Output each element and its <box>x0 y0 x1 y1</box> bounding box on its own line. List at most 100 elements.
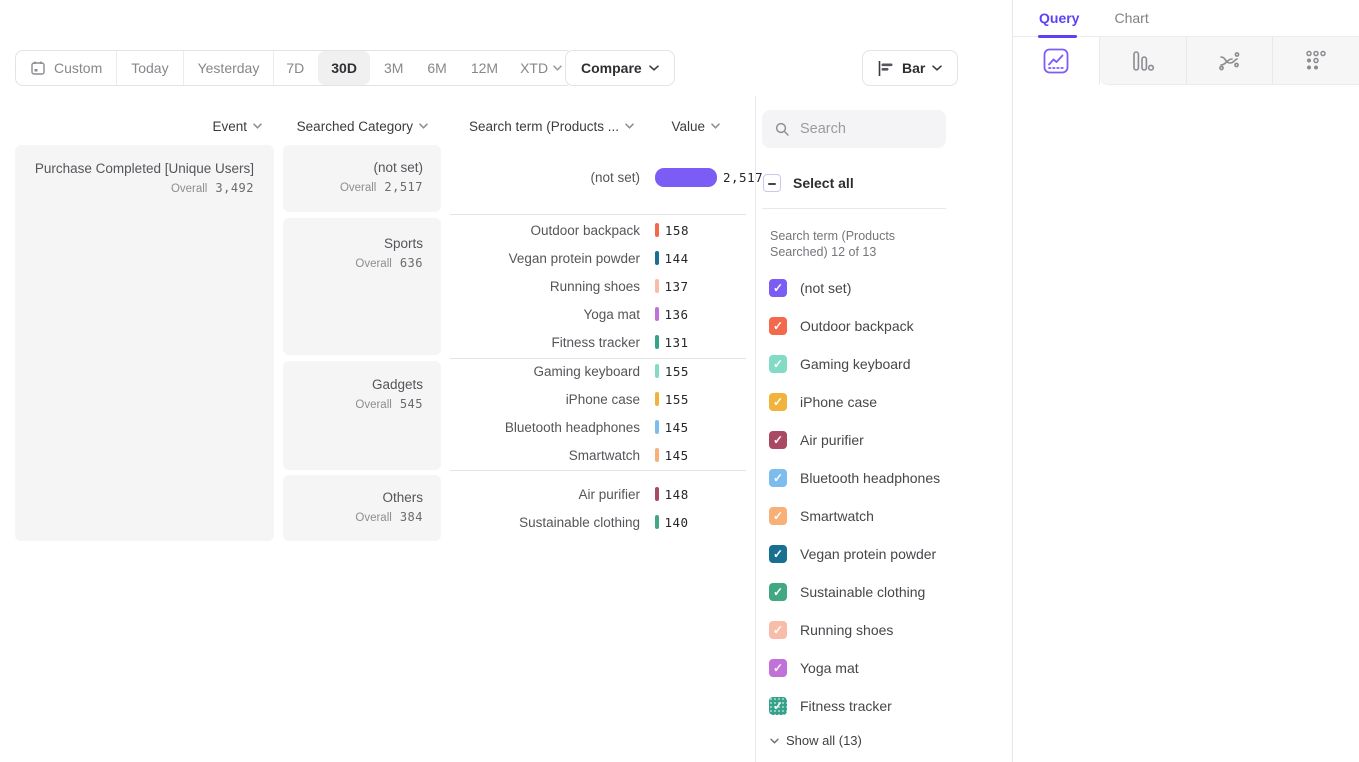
report-type-tabs <box>1013 37 1359 85</box>
legend-item[interactable]: Sustainable clothing <box>769 573 999 611</box>
bar-segment[interactable] <box>655 279 659 293</box>
event-cell: Purchase Completed [Unique Users] Overal… <box>15 145 274 541</box>
bar-row: Smartwatch 145 <box>568 447 689 463</box>
bar-segment[interactable] <box>655 335 659 349</box>
tab-funnels-report[interactable] <box>1099 37 1187 85</box>
legend-item[interactable]: Outdoor backpack <box>769 307 999 345</box>
select-all-row[interactable]: Select all <box>763 174 854 192</box>
query-panel-tabs: Query Chart <box>1013 0 1359 38</box>
legend-item[interactable]: Fitness tracker <box>769 687 999 725</box>
calendar-icon <box>30 60 46 76</box>
group-separator <box>450 470 746 471</box>
bar-segment[interactable] <box>655 487 659 501</box>
bar-segment[interactable] <box>655 307 659 321</box>
legend-item[interactable]: iPhone case <box>769 383 999 421</box>
query-panel: Query Chart <box>1012 0 1359 762</box>
divider <box>182 51 184 85</box>
legend-checkbox[interactable] <box>769 279 787 297</box>
column-header-event[interactable]: Event <box>182 117 262 135</box>
legend-item[interactable]: Gaming keyboard <box>769 345 999 383</box>
bar-segment[interactable] <box>655 223 659 237</box>
legend-checkbox[interactable] <box>769 697 787 715</box>
chart-type-button[interactable]: Bar <box>862 50 959 86</box>
bar-segment[interactable] <box>655 364 659 378</box>
chevron-down-icon <box>932 65 943 71</box>
select-all-checkbox[interactable] <box>763 174 781 192</box>
legend-caption: Search term (Products Searched) 12 of 13 <box>770 229 896 259</box>
legend-search-input[interactable]: Search <box>762 110 946 148</box>
legend-item[interactable]: Yoga mat <box>769 649 999 687</box>
tab-retention-report[interactable] <box>1273 37 1359 85</box>
legend-checkbox[interactable] <box>769 317 787 335</box>
legend-divider <box>755 96 756 762</box>
chevron-down-icon <box>770 738 779 744</box>
bar-row: Yoga mat 136 <box>583 306 689 322</box>
chevron-down-icon <box>253 123 262 129</box>
legend-item[interactable]: Bluetooth headphones <box>769 459 999 497</box>
chevron-down-icon <box>711 123 720 129</box>
legend-checkbox[interactable] <box>769 355 787 373</box>
legend-checkbox[interactable] <box>769 507 787 525</box>
date-range-today[interactable]: Today <box>131 60 169 76</box>
tab-query[interactable]: Query <box>1039 10 1080 26</box>
legend-checkbox[interactable] <box>769 431 787 449</box>
date-range-6m[interactable]: 6M <box>427 60 447 76</box>
bar-segment[interactable] <box>655 448 659 462</box>
date-range-7d[interactable]: 7D <box>286 60 305 76</box>
date-range-label: Custom <box>54 60 103 76</box>
bar-segment[interactable] <box>655 515 659 529</box>
tab-chart[interactable]: Chart <box>1114 10 1149 26</box>
legend-checkbox[interactable] <box>769 545 787 563</box>
flows-icon <box>1217 49 1241 73</box>
column-header-search-term[interactable]: Search term (Products ... <box>456 117 634 135</box>
bar-chart-icon <box>878 60 895 76</box>
chevron-down-icon <box>553 65 562 71</box>
legend-checkbox[interactable] <box>769 659 787 677</box>
retention-dots-icon <box>1304 49 1328 73</box>
legend-checkbox[interactable] <box>769 469 787 487</box>
funnel-bars-icon <box>1131 49 1155 73</box>
show-all-link[interactable]: Show all (13) <box>770 733 862 748</box>
column-header-value[interactable]: Value <box>664 117 720 135</box>
legend-list: (not set) Outdoor backpack Gaming keyboa… <box>769 269 999 725</box>
legend-item[interactable]: Air purifier <box>769 421 999 459</box>
insights-icon <box>1043 48 1069 74</box>
bar-segment[interactable] <box>655 251 659 265</box>
overall-value: 3,492 <box>215 181 254 195</box>
legend-checkbox[interactable] <box>769 621 787 639</box>
divider <box>762 208 946 209</box>
bar-segment[interactable] <box>655 167 717 187</box>
date-range-yesterday[interactable]: Yesterday <box>197 60 260 76</box>
legend-item[interactable]: Vegan protein powder <box>769 535 999 573</box>
date-range-group: Custom Today Yesterday 7D 30D 3M 6M 12M … <box>15 50 574 86</box>
legend-item[interactable]: Smartwatch <box>769 497 999 535</box>
bar-segment[interactable] <box>655 392 659 406</box>
legend-checkbox[interactable] <box>769 583 787 601</box>
legend-item[interactable]: (not set) <box>769 269 999 307</box>
bar-row: Gaming keyboard 155 <box>533 363 689 379</box>
category-cell-others: Others Overall 384 <box>283 475 441 541</box>
group-separator <box>450 358 746 359</box>
legend-item[interactable]: Running shoes <box>769 611 999 649</box>
chevron-down-icon <box>419 123 428 129</box>
date-range-3m[interactable]: 3M <box>383 60 404 76</box>
bar-row: Fitness tracker 131 <box>551 334 689 350</box>
bar-row: iPhone case 155 <box>565 391 689 407</box>
column-header-searched-category[interactable]: Searched Category <box>288 117 428 135</box>
bar-row: Vegan protein powder 144 <box>508 250 689 266</box>
date-range-30d-selected[interactable]: 30D <box>318 51 370 85</box>
date-range-custom[interactable]: Custom <box>16 51 116 85</box>
divider <box>116 51 118 85</box>
bar-row: Running shoes 137 <box>549 278 689 294</box>
active-tab-underline <box>1038 35 1077 38</box>
tab-insights-report[interactable] <box>1013 37 1100 85</box>
date-range-12m[interactable]: 12M <box>470 60 499 76</box>
bar-segment[interactable] <box>655 420 659 434</box>
compare-button[interactable]: Compare <box>565 50 675 86</box>
tab-flows-report[interactable] <box>1186 37 1274 85</box>
group-separator <box>450 214 746 215</box>
search-icon <box>774 121 790 137</box>
date-range-xtd[interactable]: XTD <box>510 51 572 85</box>
legend-checkbox[interactable] <box>769 393 787 411</box>
